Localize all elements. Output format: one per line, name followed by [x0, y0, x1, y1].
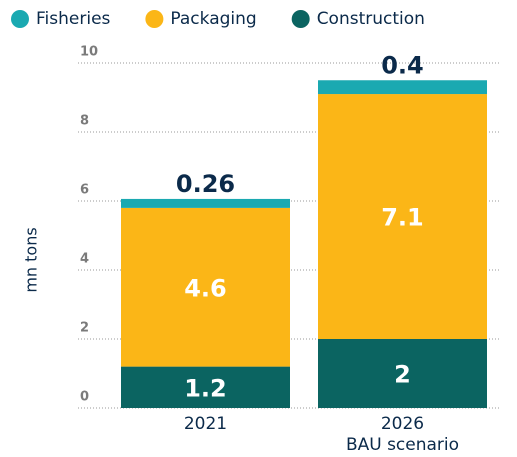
data-label: 0.26 [176, 170, 235, 198]
bar-segment [318, 339, 487, 408]
data-label: 4.6 [184, 274, 227, 302]
legend-swatch [291, 10, 310, 28]
legend-label: Construction [317, 9, 425, 29]
legend-swatch [11, 10, 29, 28]
data-label: 0.4 [381, 51, 424, 79]
bar-segment [318, 80, 487, 95]
data-label: 2 [394, 361, 411, 389]
y-tick-label: 8 [80, 114, 89, 129]
y-tick-label: 4 [80, 252, 89, 267]
y-tick-label: 6 [80, 183, 89, 198]
y-tick-label: 0 [80, 390, 89, 405]
bar-segment [121, 207, 290, 367]
bar-segment [318, 94, 487, 339]
data-label: 1.2 [184, 374, 227, 402]
data-label: 7.1 [381, 204, 424, 232]
legend-swatch [145, 10, 164, 28]
x-tick-label: 2026 [381, 414, 424, 434]
bar-segment [121, 198, 290, 208]
bar-segment [121, 366, 290, 408]
legend-label: Packaging [170, 9, 256, 29]
legend-label: Fisheries [36, 9, 111, 29]
y-tick-label: 10 [80, 45, 98, 60]
x-tick-label: 2021 [184, 414, 227, 434]
x-tick-note: BAU scenario [346, 435, 459, 455]
y-tick-label: 2 [80, 321, 89, 336]
y-axis-label: mn tons [22, 227, 41, 292]
